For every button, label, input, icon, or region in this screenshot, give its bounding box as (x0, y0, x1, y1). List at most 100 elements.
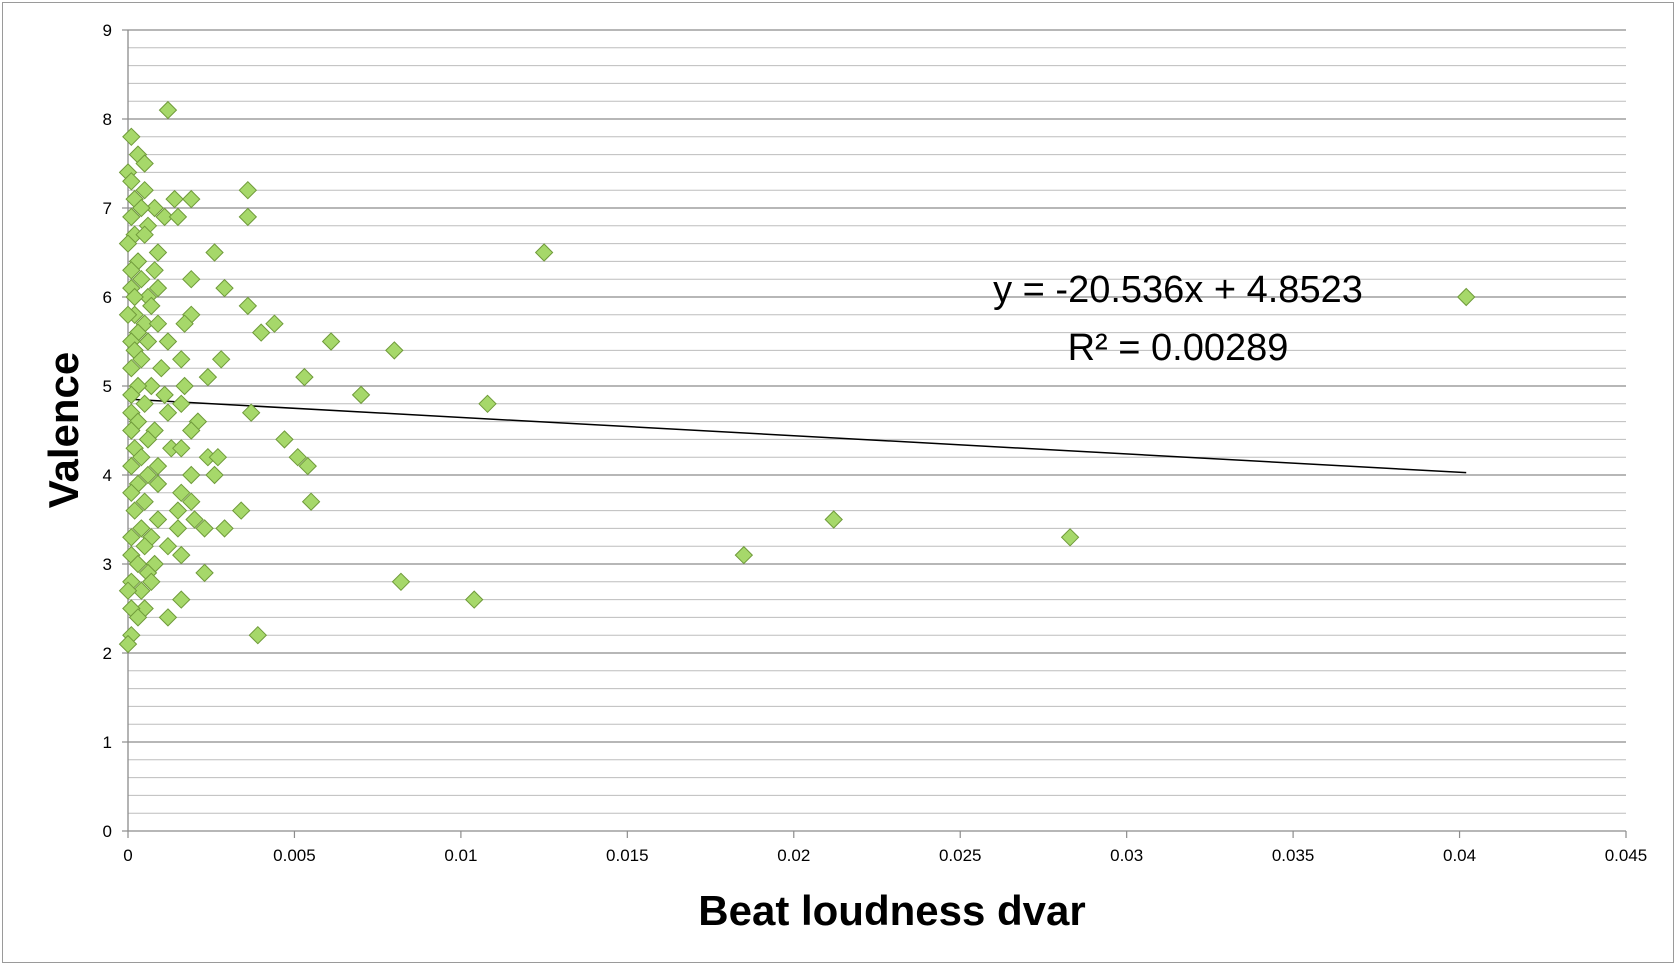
data-point (172, 545, 191, 565)
axis-layer (122, 29, 1627, 838)
data-point (155, 385, 174, 405)
data-point (265, 314, 284, 333)
data-point (478, 394, 497, 414)
data-point (301, 492, 321, 511)
data-point (148, 456, 168, 476)
data-point (158, 608, 178, 627)
data-point (168, 501, 188, 520)
data-point (122, 207, 141, 227)
data-point (275, 430, 294, 449)
data-point (145, 261, 164, 280)
data-point (122, 261, 141, 280)
data-point (534, 243, 554, 262)
x-tick-label: 0.045 (1605, 846, 1648, 865)
data-point (142, 572, 161, 592)
data-point (148, 243, 168, 262)
y-tick-label: 9 (103, 21, 112, 40)
y-tick-label: 4 (103, 466, 112, 485)
data-point (148, 314, 168, 333)
points-layer (118, 100, 1476, 654)
data-point (128, 554, 148, 574)
data-point (145, 198, 164, 218)
data-point (152, 358, 171, 378)
data-point (185, 510, 204, 529)
y-axis-title: Valence (40, 352, 87, 508)
data-point (132, 198, 151, 218)
data-point (118, 234, 138, 253)
grid-layer (128, 29, 1626, 814)
data-point (734, 545, 754, 565)
data-point (172, 394, 191, 414)
x-tick-label: 0.01 (444, 846, 477, 865)
data-point (135, 536, 154, 556)
data-point (158, 100, 178, 120)
data-point (321, 332, 341, 351)
x-tick-label: 0.04 (1443, 846, 1476, 865)
y-tick-label: 6 (103, 288, 112, 307)
data-point (172, 439, 191, 458)
data-point (231, 501, 251, 520)
data-point (148, 510, 168, 529)
x-tick-label: 0.015 (606, 846, 649, 865)
data-point (168, 207, 188, 227)
data-point (132, 447, 151, 467)
data-point (135, 180, 154, 200)
y-tick-label: 1 (103, 733, 112, 752)
data-point (1060, 528, 1080, 547)
data-point (288, 447, 307, 467)
data-point (175, 314, 194, 333)
trendline-equation: y = -20.536x + 4.8523 (993, 269, 1363, 311)
x-tick-label: 0.035 (1272, 846, 1315, 865)
x-tick-label: 0.03 (1110, 846, 1143, 865)
data-point (215, 278, 234, 298)
data-point (182, 421, 201, 440)
data-point (122, 172, 141, 191)
data-point (148, 474, 168, 494)
data-point (205, 243, 224, 262)
x-tick-label: 0.025 (939, 846, 982, 865)
data-point (241, 403, 261, 422)
data-point (148, 278, 168, 298)
data-point (135, 492, 154, 511)
data-point (122, 385, 141, 405)
data-point (172, 350, 191, 369)
data-point (122, 456, 141, 476)
data-point (125, 501, 144, 520)
data-point (238, 180, 258, 200)
data-point (172, 483, 191, 503)
data-point (212, 350, 231, 369)
data-point (251, 323, 271, 342)
data-point (182, 269, 201, 289)
data-point (215, 519, 234, 538)
data-point (391, 572, 411, 592)
x-tick-label: 0 (123, 846, 132, 865)
data-point (138, 332, 158, 351)
data-point (132, 581, 151, 600)
data-point (132, 350, 151, 369)
data-point (172, 590, 191, 609)
data-point (238, 296, 258, 316)
data-point (205, 465, 224, 485)
x-tick-label: 0.005 (273, 846, 316, 865)
data-point (135, 154, 154, 173)
data-point (158, 536, 178, 556)
y-tick-label: 5 (103, 377, 112, 396)
data-point (118, 305, 138, 325)
y-tick-label: 8 (103, 110, 112, 129)
data-point (195, 519, 214, 538)
data-point (122, 483, 141, 503)
data-point (168, 519, 188, 538)
data-point (182, 189, 201, 209)
data-point (118, 581, 138, 600)
trendline-layer (127, 398, 1467, 474)
data-point (128, 608, 148, 627)
data-point (122, 127, 141, 147)
data-point (135, 394, 154, 414)
trendline-r-squared: R² = 0.00289 (1068, 327, 1289, 369)
data-point (142, 376, 161, 396)
y-tick-label: 3 (103, 555, 112, 574)
data-point (182, 465, 201, 485)
data-point (118, 634, 138, 654)
y-tick-label: 0 (103, 822, 112, 841)
